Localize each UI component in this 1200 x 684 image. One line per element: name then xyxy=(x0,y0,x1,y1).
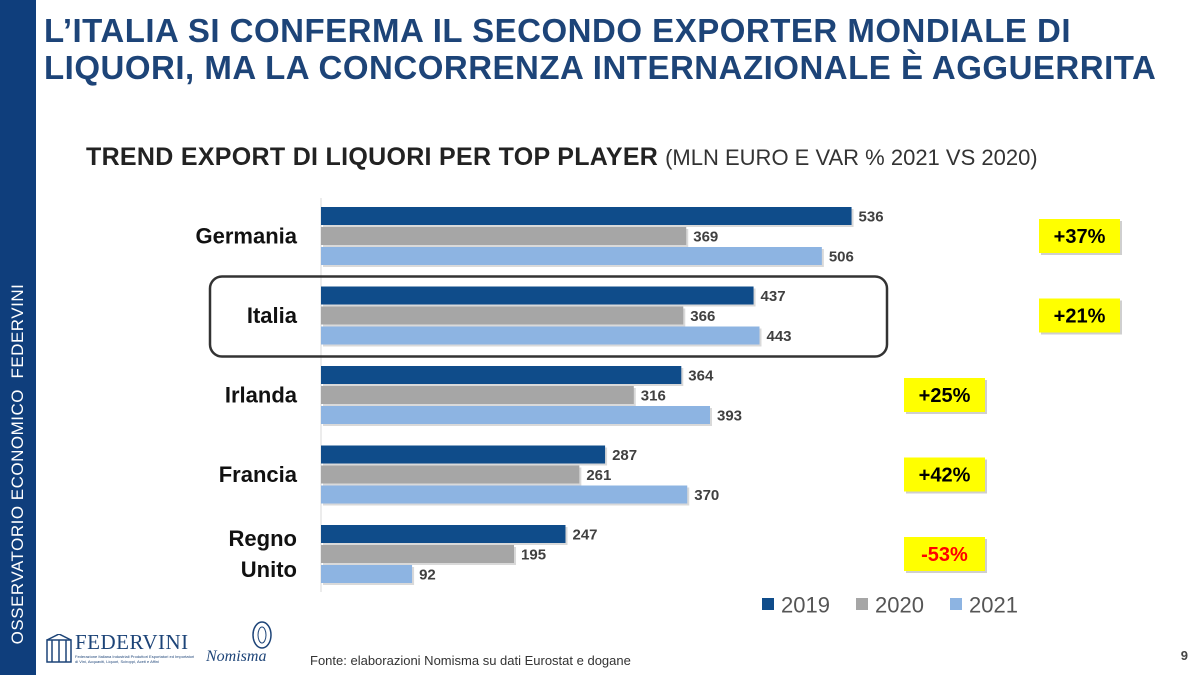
data-label: 536 xyxy=(859,209,884,226)
legend-label: 2020 xyxy=(875,593,924,618)
variation-badge xyxy=(1039,298,1120,333)
nomisma-logo-text: Nomisma xyxy=(206,648,267,665)
highlight-box-italia xyxy=(208,275,889,358)
source-note: Fonte: elaborazioni Nomisma su dati Euro… xyxy=(310,653,631,668)
bar-2019 xyxy=(321,366,682,384)
variation-label: -53% xyxy=(921,544,968,566)
federvini-logo-text: FEDERVINI xyxy=(75,630,189,654)
data-label: 506 xyxy=(829,249,854,266)
legend-label: 2019 xyxy=(781,593,830,618)
data-label: 370 xyxy=(694,487,719,504)
slide-title: L’ITALIA SI CONFERMA IL SECONDO EXPORTER… xyxy=(44,12,1157,86)
legend-label: 2021 xyxy=(969,593,1018,618)
data-label: 92 xyxy=(419,567,436,584)
bar-2021 xyxy=(321,565,413,583)
bar-2020 xyxy=(321,465,580,484)
bar-2019 xyxy=(321,525,566,543)
category-label: Italia xyxy=(247,303,298,328)
variation-label: +37% xyxy=(1054,226,1106,248)
data-label: 287 xyxy=(612,447,637,464)
variation-badge xyxy=(904,457,985,492)
bar-2021 xyxy=(321,485,688,504)
category-label: Francia xyxy=(219,462,298,487)
data-label: 393 xyxy=(717,408,742,425)
bar-2021 xyxy=(321,406,711,424)
data-label: 366 xyxy=(690,308,715,325)
legend-swatch-2021 xyxy=(950,598,962,610)
chart-title: TREND EXPORT DI LIQUORI PER TOP PLAYER (… xyxy=(86,143,1038,172)
bar-2021 xyxy=(321,326,760,345)
page-number: 9 xyxy=(1180,648,1188,663)
category-label: Regno xyxy=(229,526,297,551)
data-label: 316 xyxy=(641,388,666,405)
variation-label: +42% xyxy=(919,465,971,487)
federvini-logo: FEDERVINI Federazione Italiana Industria… xyxy=(45,630,195,670)
bar-2021 xyxy=(321,247,822,265)
category-label: Unito xyxy=(241,557,297,582)
bar-2020 xyxy=(321,386,634,404)
federvini-logo-subtitle: Federazione Italiana Industriali Produtt… xyxy=(75,654,195,664)
variation-badge xyxy=(904,378,985,412)
data-label: 364 xyxy=(688,368,714,385)
variation-label: +25% xyxy=(919,385,971,407)
chart-title-main: TREND EXPORT DI LIQUORI PER TOP PLAYER xyxy=(86,143,659,171)
chart-title-sub: (MLN EURO E VAR % 2021 VS 2020) xyxy=(665,145,1038,170)
legend-swatch-2019 xyxy=(762,598,774,610)
variation-badge xyxy=(904,537,985,571)
nomisma-logo: Nomisma xyxy=(202,620,297,670)
category-label: Irlanda xyxy=(225,383,298,408)
data-label: 437 xyxy=(761,288,786,305)
bar-2019 xyxy=(321,445,606,464)
federvini-emblem-icon xyxy=(46,634,72,663)
data-label: 261 xyxy=(586,467,611,484)
variation-label: +21% xyxy=(1054,306,1106,328)
variation-badge xyxy=(1039,219,1120,253)
data-label: 443 xyxy=(766,328,791,345)
nomisma-emblem-icon xyxy=(252,621,272,649)
legend-swatch-2020 xyxy=(856,598,868,610)
data-label: 369 xyxy=(693,229,718,246)
data-label: 195 xyxy=(521,547,546,564)
category-label: Germania xyxy=(196,224,298,249)
data-label: 247 xyxy=(572,527,597,544)
bar-2019 xyxy=(321,286,754,305)
bar-2020 xyxy=(321,306,684,325)
sidebar: OSSERVATORIO ECONOMICO FEDERVINI xyxy=(0,0,36,675)
bar-2019 xyxy=(321,207,852,225)
bar-2020 xyxy=(321,545,515,563)
bar-2020 xyxy=(321,227,687,245)
